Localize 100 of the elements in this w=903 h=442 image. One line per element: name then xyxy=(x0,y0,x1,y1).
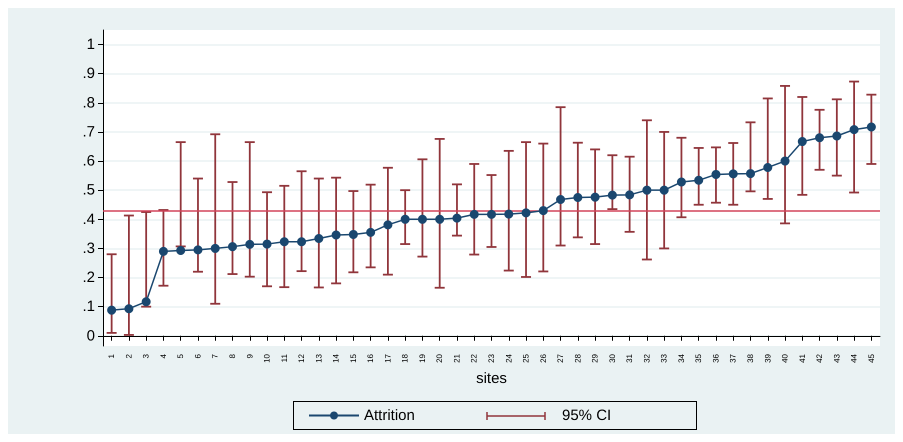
y-tick-label: .9 xyxy=(82,65,95,82)
x-tick-label: 13 xyxy=(314,353,324,363)
text: 95% CI xyxy=(562,407,612,424)
x-tick-label: 28 xyxy=(573,353,582,363)
x-tick-label: 29 xyxy=(590,353,600,363)
x-tick-label: 5 xyxy=(176,353,186,358)
y-tick-label: 0 xyxy=(86,327,95,344)
point xyxy=(107,306,116,315)
point xyxy=(798,137,807,146)
x-tick-label: 19 xyxy=(418,353,427,363)
y-tick-label: .4 xyxy=(82,210,95,228)
point xyxy=(158,246,168,256)
point xyxy=(538,206,548,216)
x-tick-label: 11 xyxy=(280,353,289,362)
point xyxy=(348,230,358,239)
legend-label: Attrition xyxy=(364,407,415,424)
x-tick-label: 30 xyxy=(608,353,617,363)
y-tick-label: .5 xyxy=(82,182,95,199)
x-tick-label: 34 xyxy=(676,353,686,363)
point xyxy=(400,214,410,224)
y-tick-label: .1 xyxy=(82,298,95,316)
y-tick-label: .7 xyxy=(82,123,95,140)
y-tick-label: .3 xyxy=(82,240,95,257)
point xyxy=(746,169,755,178)
point xyxy=(142,297,151,306)
point xyxy=(210,244,220,253)
x-tick-label: 42 xyxy=(815,353,824,363)
point xyxy=(470,210,479,219)
point xyxy=(314,234,324,244)
y-tick-label: 1 xyxy=(86,36,95,54)
point xyxy=(728,169,738,178)
point xyxy=(625,190,634,200)
x-tick-label: 2 xyxy=(124,353,134,358)
x-tick-label: 14 xyxy=(332,353,341,363)
x-tick-label: 32 xyxy=(642,353,652,363)
x-tick-label: 1 xyxy=(107,353,116,358)
x-tick-label: 24 xyxy=(504,353,514,363)
point xyxy=(815,133,824,142)
point xyxy=(608,190,617,200)
point xyxy=(193,245,202,254)
x-tick-label: 44 xyxy=(850,353,859,363)
point xyxy=(228,242,237,252)
point xyxy=(383,220,392,230)
x-tick-label: 10 xyxy=(262,353,272,363)
point xyxy=(676,178,686,187)
x-tick-label: 38 xyxy=(746,353,755,363)
x-tick-label: 23 xyxy=(487,353,496,363)
x-tick-label: 17 xyxy=(383,353,392,363)
x-tick-label: 39 xyxy=(763,353,772,363)
x-tick-label: 6 xyxy=(193,353,202,358)
x-tick-label: 45 xyxy=(866,353,876,363)
x-tick-label: 41 xyxy=(798,353,807,363)
point xyxy=(694,176,704,185)
point xyxy=(332,230,341,240)
point xyxy=(418,214,427,224)
x-tick-label: 8 xyxy=(228,353,237,358)
point xyxy=(487,210,496,219)
point xyxy=(780,156,790,166)
x-tick-label: 26 xyxy=(538,353,548,363)
point xyxy=(660,186,669,195)
x-tick-label: 15 xyxy=(348,353,358,363)
point xyxy=(711,170,720,179)
x-tick-label: 9 xyxy=(245,353,254,358)
point xyxy=(280,237,289,246)
x-tick-label: 12 xyxy=(297,353,306,363)
y-tick-label: .6 xyxy=(82,152,95,170)
point xyxy=(642,186,652,195)
x-tick-label: 27 xyxy=(556,353,566,363)
x-tick-label: 35 xyxy=(694,353,704,363)
point xyxy=(124,304,134,314)
point xyxy=(435,214,444,224)
x-tick-label: 20 xyxy=(435,353,444,363)
point xyxy=(763,162,772,172)
point xyxy=(366,228,376,237)
x-tick-label: 22 xyxy=(470,353,479,363)
point xyxy=(245,240,254,249)
point xyxy=(850,125,859,134)
point xyxy=(452,214,462,223)
x-tick-label: 37 xyxy=(728,353,738,363)
x-tick-label: 16 xyxy=(366,353,376,363)
x-tick-label: 36 xyxy=(711,353,720,363)
y-tick-label: .8 xyxy=(82,94,95,112)
x-tick-label: 33 xyxy=(660,353,669,363)
point xyxy=(262,240,272,249)
x-tick-label: 21 xyxy=(452,353,462,363)
x-axis-title: sites xyxy=(476,370,507,387)
x-tick-label: 7 xyxy=(210,353,220,358)
point xyxy=(504,210,514,219)
point xyxy=(556,195,566,204)
point xyxy=(297,237,306,246)
point xyxy=(590,192,600,202)
x-tick-label: 25 xyxy=(522,353,531,363)
point xyxy=(866,122,876,132)
x-tick-label: 3 xyxy=(142,353,151,358)
x-tick-label: 18 xyxy=(400,353,410,363)
point xyxy=(573,192,582,202)
y-tick-label: .2 xyxy=(82,269,95,286)
x-tick-label: 40 xyxy=(780,353,790,363)
point xyxy=(176,246,186,255)
point xyxy=(832,132,842,141)
